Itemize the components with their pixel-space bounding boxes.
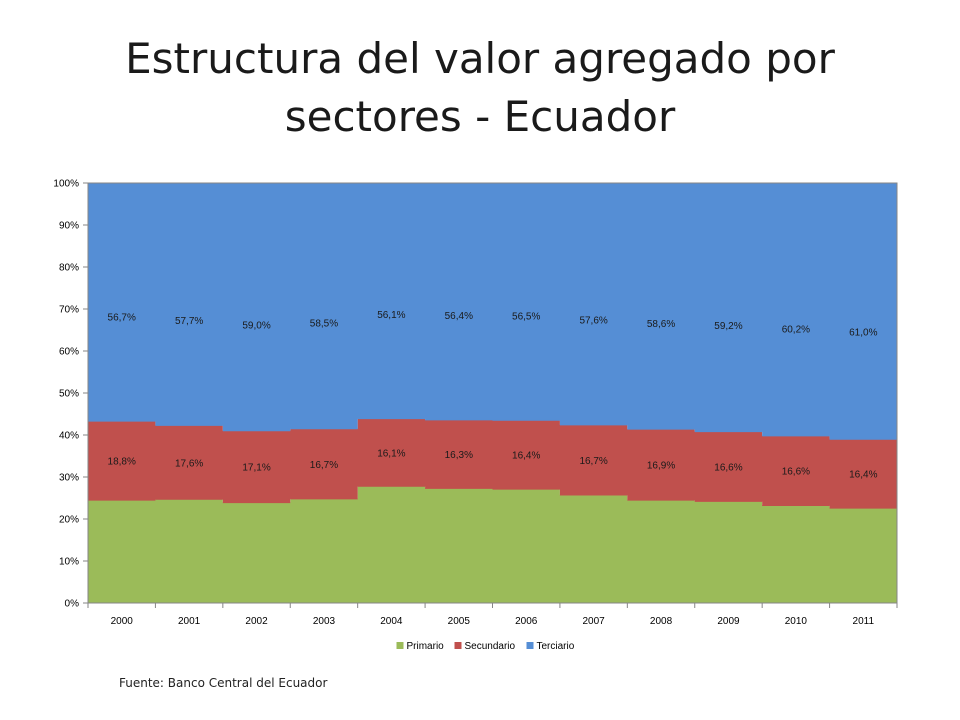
data-label-secundario: 16,4%: [849, 470, 877, 481]
area-primario: [88, 486, 897, 603]
y-tick-label: 0%: [65, 599, 80, 610]
data-label-secundario: 17,6%: [175, 458, 203, 469]
data-label-terciario: 58,6%: [647, 319, 675, 330]
data-label-secundario: 16,6%: [782, 467, 810, 478]
slide-title-line-1: Estructura del valor agregado por: [125, 34, 835, 83]
x-tick-label: 2006: [515, 616, 538, 627]
legend-swatch-secundario: [454, 642, 462, 649]
y-tick-label: 90%: [59, 221, 79, 232]
data-label-secundario: 16,1%: [377, 448, 405, 459]
x-tick-label: 2000: [111, 616, 134, 627]
data-label-secundario: 16,4%: [512, 451, 540, 462]
data-label-secundario: 16,7%: [310, 460, 338, 471]
source-note: Fuente: Banco Central del Ecuador: [119, 676, 328, 690]
slide-title-line-2: sectores - Ecuador: [284, 92, 676, 141]
y-tick-label: 60%: [59, 347, 79, 358]
data-label-terciario: 56,1%: [377, 310, 405, 321]
y-tick-label: 20%: [59, 515, 79, 526]
data-label-terciario: 60,2%: [782, 325, 810, 336]
legend-label-terciario: Terciario: [537, 641, 575, 652]
data-label-secundario: 16,6%: [714, 463, 742, 474]
data-label-terciario: 57,7%: [175, 316, 203, 327]
legend-swatch-terciario: [526, 642, 534, 649]
y-tick-label: 50%: [59, 389, 79, 400]
data-label-terciario: 56,4%: [445, 311, 473, 322]
data-label-secundario: 16,3%: [445, 450, 473, 461]
y-tick-label: 100%: [53, 179, 79, 190]
y-tick-label: 70%: [59, 305, 79, 316]
data-label-terciario: 58,5%: [310, 319, 338, 330]
x-tick-label: 2010: [785, 616, 808, 627]
area-terciario: [88, 183, 897, 440]
x-tick-label: 2001: [178, 616, 201, 627]
y-tick-label: 40%: [59, 431, 79, 442]
x-tick-label: 2011: [853, 616, 875, 627]
x-tick-label: 2004: [380, 616, 403, 627]
y-tick-label: 80%: [59, 263, 79, 274]
x-tick-label: 2009: [717, 616, 740, 627]
x-tick-label: 2005: [448, 616, 471, 627]
x-tick-label: 2007: [583, 616, 606, 627]
legend-label-primario: Primario: [407, 641, 445, 652]
data-label-terciario: 59,2%: [714, 321, 742, 332]
x-tick-label: 2002: [245, 616, 268, 627]
data-label-terciario: 57,6%: [579, 315, 607, 326]
data-label-terciario: 56,7%: [108, 312, 136, 323]
legend-swatch-primario: [396, 642, 404, 649]
data-label-terciario: 61,0%: [849, 327, 877, 338]
data-label-secundario: 16,7%: [579, 456, 607, 467]
data-label-terciario: 56,5%: [512, 312, 540, 323]
x-tick-label: 2008: [650, 616, 673, 627]
data-label-secundario: 16,9%: [647, 461, 675, 472]
legend-label-secundario: Secundario: [465, 641, 516, 652]
x-tick-label: 2003: [313, 616, 336, 627]
y-tick-label: 30%: [59, 473, 79, 484]
data-label-secundario: 18,8%: [108, 457, 136, 468]
area-secundario: [88, 418, 897, 509]
data-label-secundario: 17,1%: [242, 463, 270, 474]
slide-title: Estructura del valor agregado por sector…: [0, 30, 960, 146]
data-label-terciario: 59,0%: [242, 320, 270, 331]
y-tick-label: 10%: [59, 557, 79, 568]
